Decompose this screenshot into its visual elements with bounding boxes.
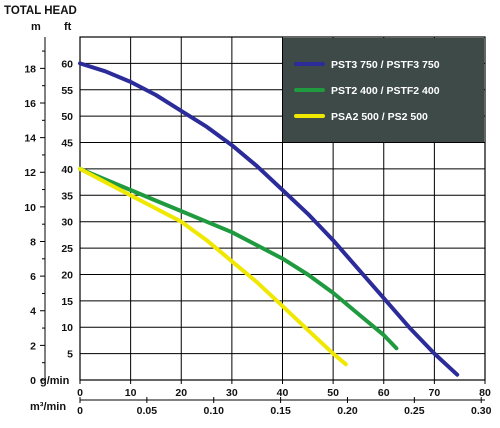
x-tick-label-m3: 0.15 xyxy=(270,405,291,417)
y-tick-label-m: 6 xyxy=(30,271,36,283)
y-tick-label-ft: 25 xyxy=(61,243,73,255)
y-tick-label-m: 12 xyxy=(24,167,36,179)
x-tick-label-m3: 0 xyxy=(77,405,83,417)
y-tick-label-ft: 60 xyxy=(61,58,73,70)
y-tick-label-ft: 20 xyxy=(61,269,73,281)
y-tick-label-ft: 50 xyxy=(61,111,73,123)
y-unit-left: m xyxy=(31,21,41,33)
y-tick-label-m: 16 xyxy=(24,98,36,110)
x-tick-label-gpm: 20 xyxy=(175,387,187,399)
series-lines xyxy=(78,61,460,377)
legend-label-3: PSA2 500 / PS2 500 xyxy=(331,111,428,123)
chart-title: TOTAL HEAD xyxy=(4,5,77,17)
y-tick-label-ft: 10 xyxy=(61,322,73,334)
y-tick-label-m: 18 xyxy=(24,63,36,75)
legend-label-1: PST3 750 / PSTF3 750 xyxy=(331,59,440,71)
x-tick-label-gpm: 40 xyxy=(277,387,289,399)
y-tick-label-m: 0 xyxy=(30,375,36,387)
x-tick-label-m3: 0.30 xyxy=(471,405,492,417)
y-unit-right: ft xyxy=(64,21,72,33)
y-tick-label-m: 2 xyxy=(30,340,36,352)
x-tick-label-m3: 0.25 xyxy=(404,405,425,417)
x-tick-label-gpm: 10 xyxy=(125,387,137,399)
x-tick-label-gpm: 60 xyxy=(378,387,390,399)
y-tick-label-ft: 35 xyxy=(61,190,73,202)
y-tick-label-m: 4 xyxy=(30,306,36,318)
y-tick-label-ft: 55 xyxy=(61,85,73,97)
x-tick-label-gpm: 80 xyxy=(479,387,491,399)
y-tick-label-ft: 15 xyxy=(61,296,73,308)
y-tick-label-m: 8 xyxy=(30,236,36,248)
x-tick-label-gpm: 70 xyxy=(429,387,441,399)
x-tick-label-m3: 0.20 xyxy=(337,405,358,417)
legend-label-2: PST2 400 / PSTF2 400 xyxy=(331,85,440,97)
x-tick-label-gpm: 30 xyxy=(226,387,238,399)
y-tick-label-m: 14 xyxy=(24,133,36,145)
y-tick-label-ft: 40 xyxy=(61,164,73,176)
legend: PST3 750 / PSTF3 750 PST2 400 / PSTF2 400… xyxy=(283,38,484,142)
series-line-1 xyxy=(78,61,460,377)
x-unit-primary: g/min xyxy=(40,375,70,387)
y-tick-label-ft: 5 xyxy=(67,349,73,361)
y-tick-label-ft: 45 xyxy=(61,138,73,150)
x-tick-label-m3: 0.10 xyxy=(204,405,225,417)
y-tick-label-ft: 30 xyxy=(61,217,73,229)
series-line-2 xyxy=(78,166,399,351)
x-tick-label-m3: 0.05 xyxy=(137,405,158,417)
series-line-3 xyxy=(78,166,348,367)
y-tick-label-m: 10 xyxy=(24,202,36,214)
x-unit-secondary: m³/min xyxy=(30,401,66,413)
x-tick-label-gpm: 0 xyxy=(77,387,83,399)
x-tick-label-gpm: 50 xyxy=(327,387,339,399)
axes: 0 2 4 6 8 10 12 14 16 18 5 10 15 20 25 30 35 40 45 50 55 60 0 1… xyxy=(24,37,492,417)
